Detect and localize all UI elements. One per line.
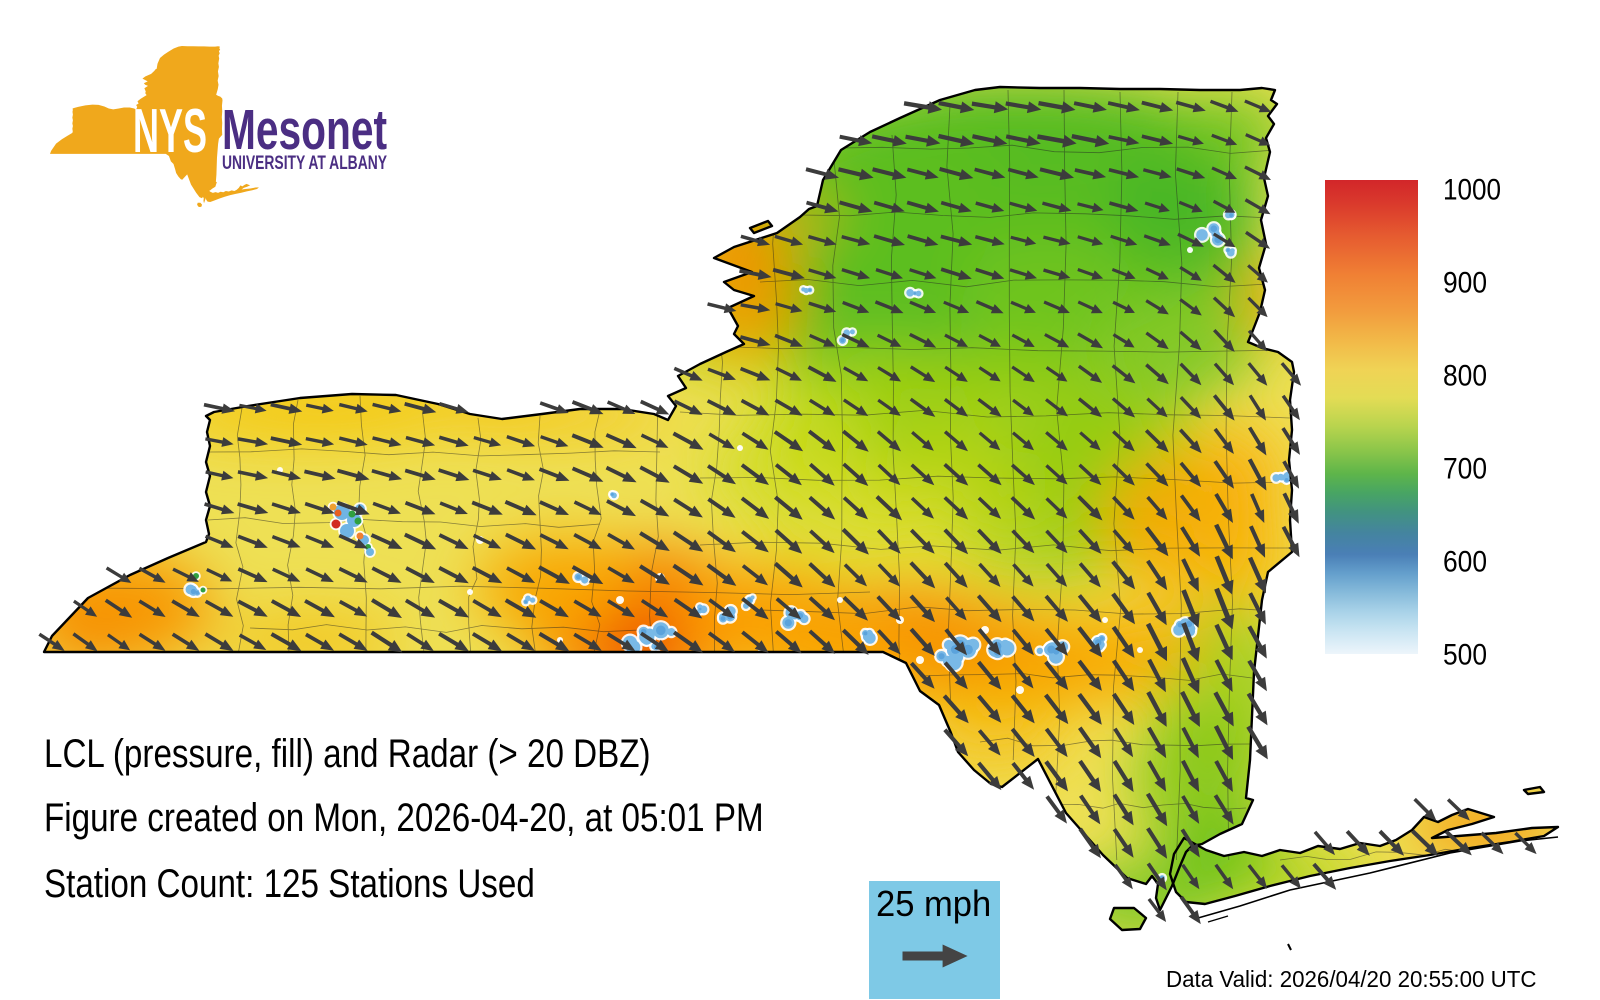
svg-text:LCL (pressure, fill) and Radar: LCL (pressure, fill) and Radar (> 20 DBZ… xyxy=(44,731,651,776)
svg-text:Data Valid: 2026/04/20 20:55:0: Data Valid: 2026/04/20 20:55:00 UTC xyxy=(1166,965,1536,992)
svg-text:500: 500 xyxy=(1443,639,1487,672)
svg-text:700: 700 xyxy=(1443,453,1487,486)
svg-text:NYS: NYS xyxy=(133,97,207,166)
svg-text:Figure created on Mon, 2026-04: Figure created on Mon, 2026-04-20, at 05… xyxy=(44,795,764,840)
svg-text:800: 800 xyxy=(1443,360,1487,393)
svg-text:600: 600 xyxy=(1443,546,1487,579)
svg-text:1000: 1000 xyxy=(1443,174,1501,207)
svg-text:900: 900 xyxy=(1443,267,1487,300)
svg-text:Mesonet: Mesonet xyxy=(222,98,387,162)
svg-text:25 mph: 25 mph xyxy=(876,884,991,924)
svg-text:UNIVERSITY AT ALBANY: UNIVERSITY AT ALBANY xyxy=(222,153,387,174)
svg-text:Station Count: 125 Stations Us: Station Count: 125 Stations Used xyxy=(44,861,535,906)
